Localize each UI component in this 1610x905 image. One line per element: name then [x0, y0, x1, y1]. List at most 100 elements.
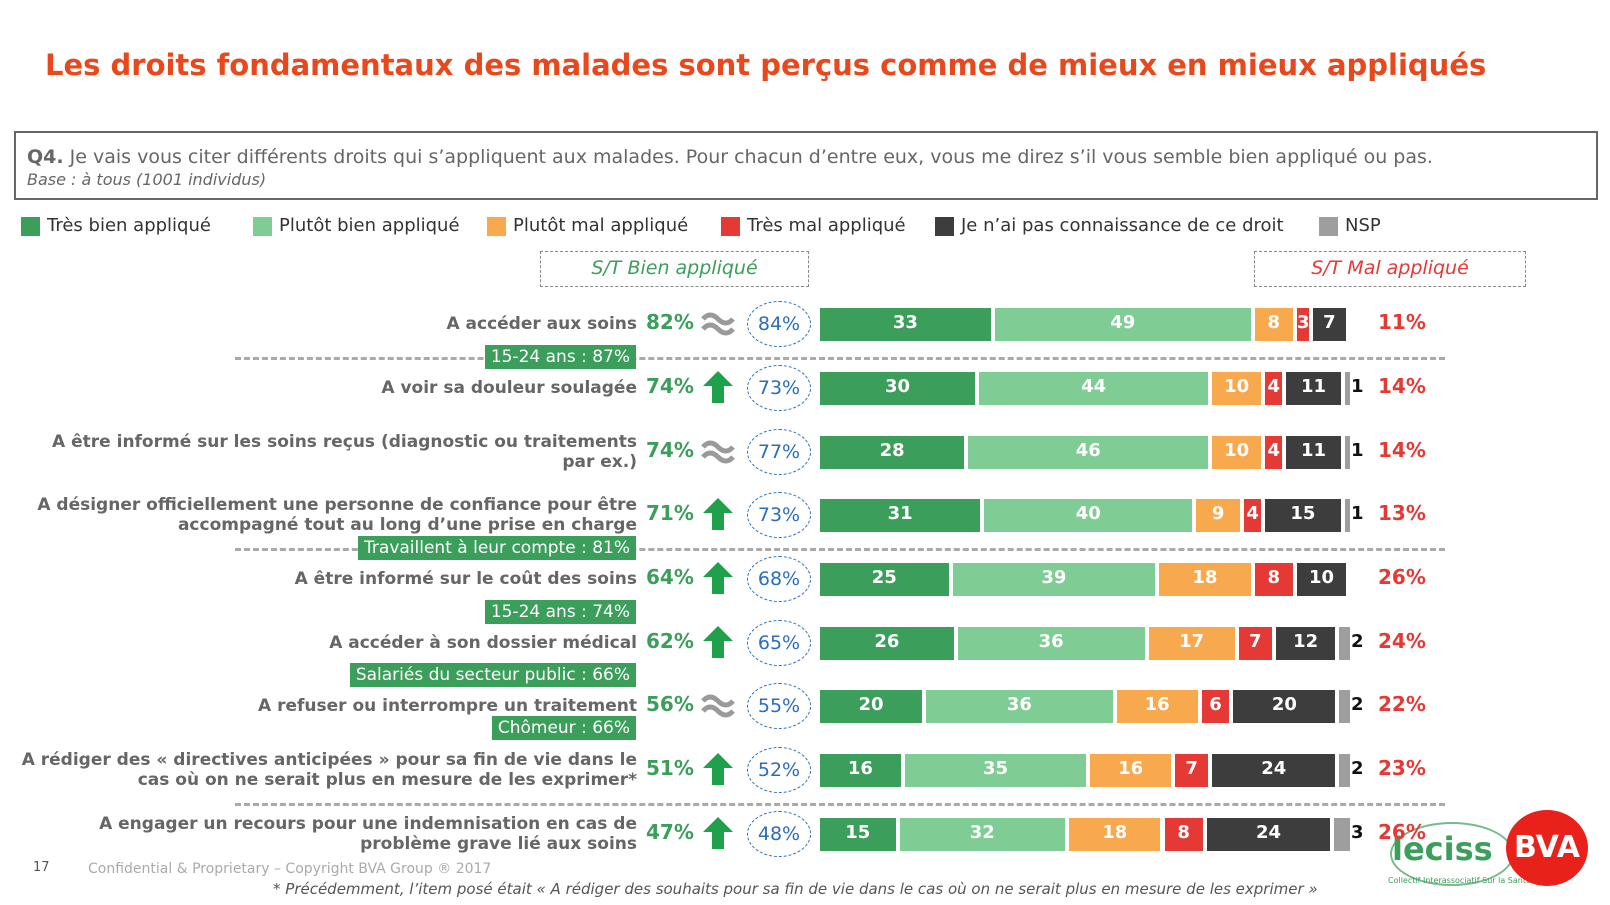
bar-label: 35 — [983, 758, 1009, 779]
category-label: A engager un recours pour une indemnisat… — [17, 812, 637, 856]
bar-label: 10 — [1224, 440, 1250, 461]
bar-segment — [1334, 817, 1350, 851]
bar-segment — [820, 498, 981, 532]
category-label: A désigner officiellement une personne d… — [17, 493, 637, 537]
bar-label: 1 — [1351, 503, 1364, 524]
category-text: A refuser ou interrompre un traitement — [258, 696, 637, 716]
bar-label: 10 — [1224, 376, 1250, 397]
st-mal-value: 26% — [1378, 820, 1426, 844]
bar-segment — [1265, 371, 1283, 405]
st-bien-value: 51% — [646, 756, 694, 780]
category-label: A refuser ou interrompre un traitement — [17, 684, 637, 728]
copyright: Confidential & Proprietary – Copyright B… — [88, 861, 492, 877]
legend-swatch — [21, 217, 40, 236]
bar-label: 39 — [1041, 567, 1067, 588]
trend-icon — [703, 371, 733, 403]
bar-label: 8 — [1267, 312, 1281, 333]
category-text: A voir sa douleur soulagée — [381, 378, 637, 398]
bar-segment — [1297, 307, 1309, 341]
st-mal-value: 22% — [1378, 692, 1426, 716]
bar-segment — [1196, 498, 1240, 532]
bar-label: 25 — [871, 567, 897, 588]
bar-label: 15 — [845, 822, 871, 843]
question-number: Q4. — [27, 146, 64, 168]
bar-segment — [1212, 371, 1262, 405]
previous-ellipse: 55% — [747, 683, 811, 729]
trend-icon — [701, 312, 735, 336]
bar-segment — [1297, 562, 1346, 596]
st-mal-value: 13% — [1378, 501, 1426, 525]
bar-label: 32 — [969, 822, 995, 843]
st-bien-value: 47% — [646, 820, 694, 844]
st-mal-value: 14% — [1378, 374, 1426, 398]
trend-icon — [703, 626, 733, 658]
bar-segment — [1148, 626, 1235, 660]
bar-label: 33 — [892, 312, 918, 333]
bar-segment — [1116, 689, 1198, 723]
bar-label: 2 — [1351, 631, 1364, 652]
bar-label: 24 — [1255, 822, 1282, 843]
previous-ellipse: 73% — [747, 365, 811, 411]
bar-label: 3 — [1351, 822, 1364, 843]
category-text: A être informé sur le coût des soins — [294, 569, 637, 589]
category-text: A rédiger des « directives anticipées » … — [21, 750, 637, 790]
bar-segment — [1286, 371, 1341, 405]
category-text: A être informé sur les soins reçus (diag… — [52, 432, 637, 472]
bar-segment — [926, 689, 1113, 723]
bar-label: 9 — [1211, 503, 1225, 524]
st-mal-value: 11% — [1378, 310, 1426, 334]
bar-segment — [1265, 498, 1341, 532]
bar-label: 16 — [847, 758, 873, 779]
category-text: A engager un recours pour une indemnisat… — [99, 814, 637, 854]
bar-segment — [1286, 435, 1341, 469]
bar-label: 17 — [1179, 631, 1205, 652]
previous-ellipse: 52% — [747, 747, 811, 793]
trend-icon — [703, 498, 733, 530]
bar-label: 15 — [1290, 503, 1316, 524]
bar-segment — [1275, 626, 1336, 660]
bar-segment — [1312, 307, 1346, 341]
legend-swatch — [721, 217, 740, 236]
bar-segment — [820, 817, 896, 851]
st-bien-value: 62% — [646, 629, 694, 653]
bar-segment — [994, 307, 1251, 341]
category-label: A accéder à son dossier médical — [17, 621, 637, 665]
legend-label: NSP — [1345, 215, 1381, 236]
bar-segment — [820, 371, 975, 405]
logo-ciss-sub: Collectif Interassociatif Sur la Santé — [1388, 876, 1531, 885]
st-mal-value: 14% — [1378, 438, 1426, 462]
st-bien-value: 56% — [646, 692, 694, 716]
bar-segment — [820, 753, 901, 787]
bar-segment — [1164, 817, 1203, 851]
category-label: A être informé sur le coût des soins — [17, 557, 637, 601]
bar-label: 7 — [1185, 758, 1198, 779]
bar-segment — [984, 498, 1193, 532]
bar-label: 40 — [1075, 503, 1101, 524]
st-mal-header: S/T Mal appliqué — [1254, 251, 1526, 287]
legend-swatch — [935, 217, 954, 236]
bar-label: 8 — [1177, 822, 1190, 843]
bar-label: 26 — [874, 631, 900, 652]
bar-label: 11 — [1301, 440, 1327, 461]
bar-segment — [1344, 498, 1350, 532]
callout: Chômeur : 66% — [491, 716, 636, 740]
previous-ellipse: 68% — [747, 556, 811, 602]
page-number: 17 — [33, 860, 50, 875]
bar-label: 6 — [1209, 694, 1222, 715]
trend-icon — [703, 817, 733, 849]
bar-segment — [1339, 626, 1350, 660]
bar-segment — [1244, 498, 1262, 532]
legend-label: Plutôt bien appliqué — [279, 215, 460, 236]
callout: Salariés du secteur public : 66% — [349, 663, 636, 687]
bar-segment — [1212, 753, 1336, 787]
legend-label: Plutôt mal appliqué — [513, 215, 689, 236]
bar-label: 8 — [1267, 567, 1281, 588]
bar-label: 18 — [1192, 567, 1218, 588]
base: Base : à tous (1001 individus) — [27, 170, 267, 189]
previous-ellipse: 65% — [747, 620, 811, 666]
bar-label: 20 — [858, 694, 884, 715]
category-label: A accéder aux soins — [17, 302, 637, 346]
st-mal-value: 23% — [1378, 756, 1426, 780]
bar-segment — [1254, 307, 1293, 341]
bar-segment — [820, 307, 991, 341]
